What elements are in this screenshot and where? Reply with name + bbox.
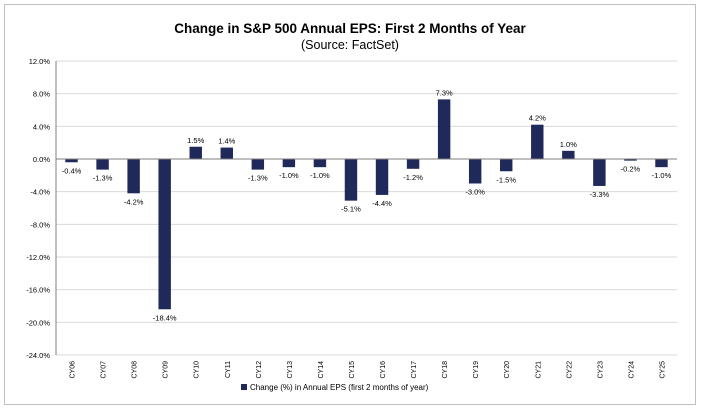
x-tick-label: CY22 <box>566 361 573 379</box>
bar <box>127 159 140 194</box>
bar <box>655 159 668 168</box>
legend: Change (%) in Annual EPS (first 2 months… <box>241 383 429 392</box>
data-label: -1.3% <box>248 174 268 183</box>
x-tick-label: CY19 <box>473 361 480 379</box>
y-tick-label: -20.0% <box>26 318 50 327</box>
data-label: -4.2% <box>124 197 144 206</box>
data-label: -1.0% <box>279 171 299 180</box>
x-tick-label: CY12 <box>256 361 263 379</box>
chart-frame: Change in S&P 500 Annual EPS: First 2 Mo… <box>4 4 696 405</box>
y-tick-label: -12.0% <box>26 253 50 262</box>
x-tick-label: CY08 <box>132 361 139 379</box>
bar <box>562 150 575 159</box>
bar <box>344 159 358 201</box>
data-label: 1.0% <box>560 140 577 149</box>
bar <box>375 159 389 195</box>
x-tick-label: CY18 <box>442 361 449 379</box>
data-label: -1.3% <box>93 174 113 183</box>
data-label: 1.5% <box>187 136 204 145</box>
y-tick-label: 12.0% <box>29 57 51 66</box>
x-tick-label: CY09 <box>163 361 170 379</box>
data-label: -0.2% <box>621 165 641 174</box>
data-label: 1.4% <box>218 137 235 146</box>
data-label: -1.5% <box>496 175 516 184</box>
data-label: -18.4% <box>153 313 177 322</box>
y-tick-label: 8.0% <box>33 90 50 99</box>
y-tick-label: 4.0% <box>33 122 50 131</box>
x-tick-label: CY21 <box>535 361 542 379</box>
bar <box>251 159 265 170</box>
data-label: -4.4% <box>372 199 392 208</box>
bar <box>593 159 606 186</box>
y-tick-label: -4.0% <box>30 188 50 197</box>
data-label: -1.0% <box>652 171 672 180</box>
legend-label: Change (%) in Annual EPS (first 2 months… <box>250 383 429 392</box>
gridlines <box>56 60 677 356</box>
x-tick-label: CY10 <box>194 361 201 379</box>
legend-swatch <box>241 384 247 390</box>
y-tick-label: -24.0% <box>26 351 50 360</box>
y-tick-label: -16.0% <box>26 286 50 295</box>
bar <box>406 159 420 169</box>
data-label: -1.0% <box>310 171 330 180</box>
bar <box>189 146 202 159</box>
bar-chart: Change in S&P 500 Annual EPS: First 2 Mo… <box>26 21 677 392</box>
x-tick-label: CY14 <box>318 361 325 379</box>
y-tick-label: 0.0% <box>33 155 50 164</box>
x-tick-label: CY15 <box>349 361 356 379</box>
x-tick-label: CY11 <box>225 361 232 378</box>
x-tick-label: CY23 <box>597 361 604 379</box>
bar <box>313 159 327 168</box>
x-tick-label: CY25 <box>659 361 666 379</box>
x-tick-label: CY20 <box>504 361 511 379</box>
x-tick-label: CY07 <box>101 361 108 379</box>
bar <box>437 99 451 159</box>
x-tick-label: CY13 <box>287 361 294 379</box>
bar <box>220 147 233 159</box>
chart-subtitle: (Source: FactSet) <box>301 38 399 52</box>
bar <box>468 159 482 184</box>
y-axis: 12.0% 8.0% 4.0% 0.0% -4.0% -8.0% -12.0% -16.0% -… <box>26 57 57 360</box>
bar <box>158 159 171 310</box>
bar <box>624 159 637 161</box>
bar <box>282 159 296 168</box>
bar <box>500 159 513 172</box>
data-label: -3.3% <box>590 190 610 199</box>
x-tick-label: CY17 <box>411 361 418 379</box>
x-tick-label: CY06 <box>70 361 77 379</box>
bar <box>65 159 78 163</box>
data-label: -5.1% <box>341 205 361 214</box>
x-tick-label: CY16 <box>380 361 387 379</box>
data-label: 4.2% <box>529 114 546 123</box>
data-label: -1.2% <box>403 173 423 182</box>
data-label: -3.0% <box>465 188 485 197</box>
x-tick-label: CY24 <box>628 361 635 379</box>
chart-title: Change in S&P 500 Annual EPS: First 2 Mo… <box>174 21 526 36</box>
y-tick-label: -8.0% <box>30 220 50 229</box>
bar <box>96 159 109 170</box>
data-label: 7.3% <box>436 88 453 97</box>
bar <box>531 124 544 159</box>
data-label: -0.4% <box>62 166 82 175</box>
bars <box>65 99 668 310</box>
x-axis: CY06 CY07 CY08 CY09 CY10 CY11 CY12 CY13 CY14 CY15… <box>56 158 677 379</box>
data-labels: -0.4% -1.3% -4.2% -18.4% 1.5% 1.4% -1.3% -1.0% -… <box>62 88 672 322</box>
